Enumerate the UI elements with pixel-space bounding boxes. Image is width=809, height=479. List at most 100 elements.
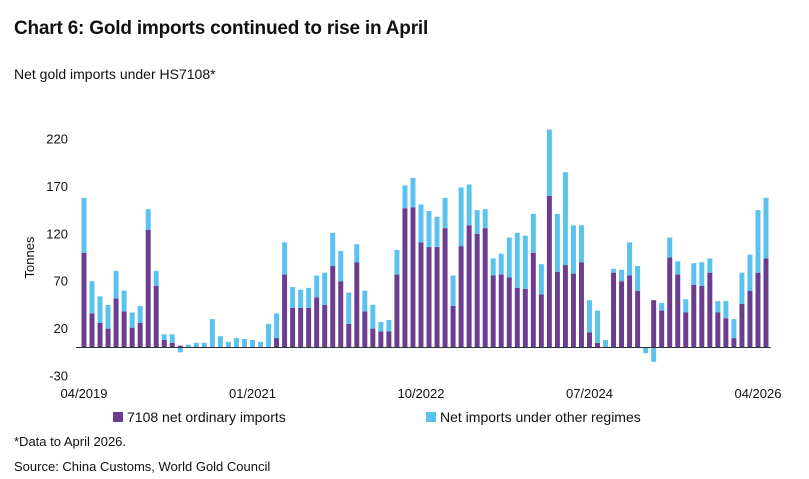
- bar-other-regimes: [193, 342, 199, 347]
- bar-ordinary-imports: [346, 323, 352, 348]
- bar-other-regimes: [322, 272, 328, 305]
- bar-other-regimes: [105, 304, 111, 329]
- x-tick-label: 10/2022: [397, 386, 444, 400]
- bar-other-regimes: [482, 209, 488, 229]
- bar-other-regimes: [538, 264, 544, 295]
- bar-other-regimes: [418, 204, 424, 243]
- bar-ordinary-imports: [691, 284, 697, 348]
- bar-other-regimes: [217, 336, 223, 348]
- bar-other-regimes: [314, 275, 320, 298]
- bar-other-regimes: [258, 341, 264, 348]
- bar-other-regimes: [747, 254, 753, 291]
- bar-other-regimes: [514, 232, 520, 288]
- bar-other-regimes: [209, 319, 215, 348]
- bar-other-regimes: [691, 263, 697, 285]
- bar-ordinary-imports: [370, 328, 376, 348]
- bar-other-regimes: [498, 253, 504, 275]
- bar-other-regimes: [370, 304, 376, 329]
- bar-other-regimes: [739, 272, 745, 304]
- bar-ordinary-imports: [514, 287, 520, 348]
- bar-ordinary-imports: [97, 322, 103, 348]
- bar-ordinary-imports: [386, 331, 392, 348]
- bar-ordinary-imports: [747, 290, 753, 348]
- bar-other-regimes: [113, 270, 119, 299]
- bar-ordinary-imports: [530, 252, 536, 348]
- bar-ordinary-imports: [137, 322, 143, 348]
- legend-label-ordinary: 7108 net ordinary imports: [127, 409, 286, 425]
- bar-ordinary-imports: [394, 274, 400, 348]
- bar-ordinary-imports: [169, 342, 175, 348]
- bar-other-regimes: [474, 210, 480, 234]
- bar-ordinary-imports: [466, 225, 472, 348]
- chart-subtitle: Net gold imports under HS7108*: [14, 66, 216, 82]
- bar-other-regimes: [635, 266, 641, 291]
- bar-ordinary-imports: [458, 246, 464, 348]
- bar-ordinary-imports: [113, 298, 119, 348]
- bar-other-regimes: [546, 129, 552, 196]
- bar-ordinary-imports: [410, 207, 416, 348]
- bar-ordinary-imports: [554, 271, 560, 348]
- bar-ordinary-imports: [145, 230, 151, 348]
- bar-ordinary-imports: [675, 274, 681, 348]
- bar-other-regimes: [755, 210, 761, 273]
- bar-other-regimes: [354, 244, 360, 263]
- bar-other-regimes: [611, 268, 617, 273]
- bar-other-regimes: [434, 216, 440, 248]
- bar-other-regimes: [731, 319, 737, 339]
- bar-other-regimes: [530, 213, 536, 253]
- bar-ordinary-imports: [538, 294, 544, 348]
- bar-other-regimes: [153, 270, 159, 286]
- bar-ordinary-imports: [611, 272, 617, 348]
- legend-swatch-other: [426, 412, 436, 422]
- bar-ordinary-imports: [402, 208, 408, 348]
- bar-other-regimes: [346, 292, 352, 324]
- bar-other-regimes: [410, 177, 416, 208]
- bar-other-regimes: [298, 289, 304, 308]
- bar-ordinary-imports: [426, 247, 432, 348]
- bar-ordinary-imports: [755, 272, 761, 348]
- bar-other-regimes: [586, 300, 592, 333]
- bar-ordinary-imports: [546, 195, 552, 348]
- bar-other-regimes: [595, 310, 600, 343]
- bar-other-regimes: [290, 286, 296, 308]
- bar-ordinary-imports: [418, 242, 424, 348]
- bar-ordinary-imports: [715, 312, 721, 348]
- bar-other-regimes: [201, 342, 207, 347]
- bar-other-regimes: [562, 172, 568, 266]
- bar-ordinary-imports: [627, 275, 633, 348]
- bar-other-regimes: [763, 197, 769, 259]
- legend-item-ordinary: 7108 net ordinary imports: [113, 409, 286, 425]
- x-tick-label: 07/2024: [566, 386, 613, 400]
- bar-other-regimes: [707, 258, 713, 273]
- source-note: Source: China Customs, World Gold Counci…: [14, 459, 271, 474]
- bar-other-regimes: [378, 321, 384, 332]
- bar-ordinary-imports: [490, 275, 496, 348]
- bar-other-regimes: [442, 197, 448, 229]
- bar-other-regimes: [266, 323, 272, 348]
- bar-other-regimes: [627, 242, 633, 276]
- bar-ordinary-imports: [177, 345, 183, 348]
- x-tick-label: 04/2026: [734, 386, 781, 400]
- bar-other-regimes: [578, 225, 584, 263]
- legend-swatch-ordinary: [113, 412, 123, 422]
- bar-other-regimes: [129, 312, 135, 328]
- bar-ordinary-imports: [298, 307, 304, 348]
- bar-other-regimes: [659, 303, 665, 311]
- bar-other-regimes: [570, 225, 576, 274]
- bar-ordinary-imports: [659, 310, 665, 348]
- bar-ordinary-imports: [739, 303, 745, 348]
- bar-other-regimes: [450, 275, 456, 306]
- bar-other-regimes: [241, 339, 247, 348]
- bar-ordinary-imports: [578, 262, 584, 348]
- bar-other-regimes: [338, 250, 344, 282]
- bar-ordinary-imports: [731, 338, 737, 348]
- footnote: *Data to April 2026.: [14, 434, 127, 449]
- bar-other-regimes: [225, 341, 231, 348]
- bar-ordinary-imports: [683, 312, 689, 348]
- bar-other-regimes: [161, 334, 167, 340]
- bar-other-regimes: [651, 347, 657, 362]
- bar-other-regimes: [330, 232, 336, 267]
- bar-other-regimes: [121, 290, 127, 312]
- bar-ordinary-imports: [338, 281, 344, 348]
- y-axis-label: Tonnes: [22, 236, 37, 278]
